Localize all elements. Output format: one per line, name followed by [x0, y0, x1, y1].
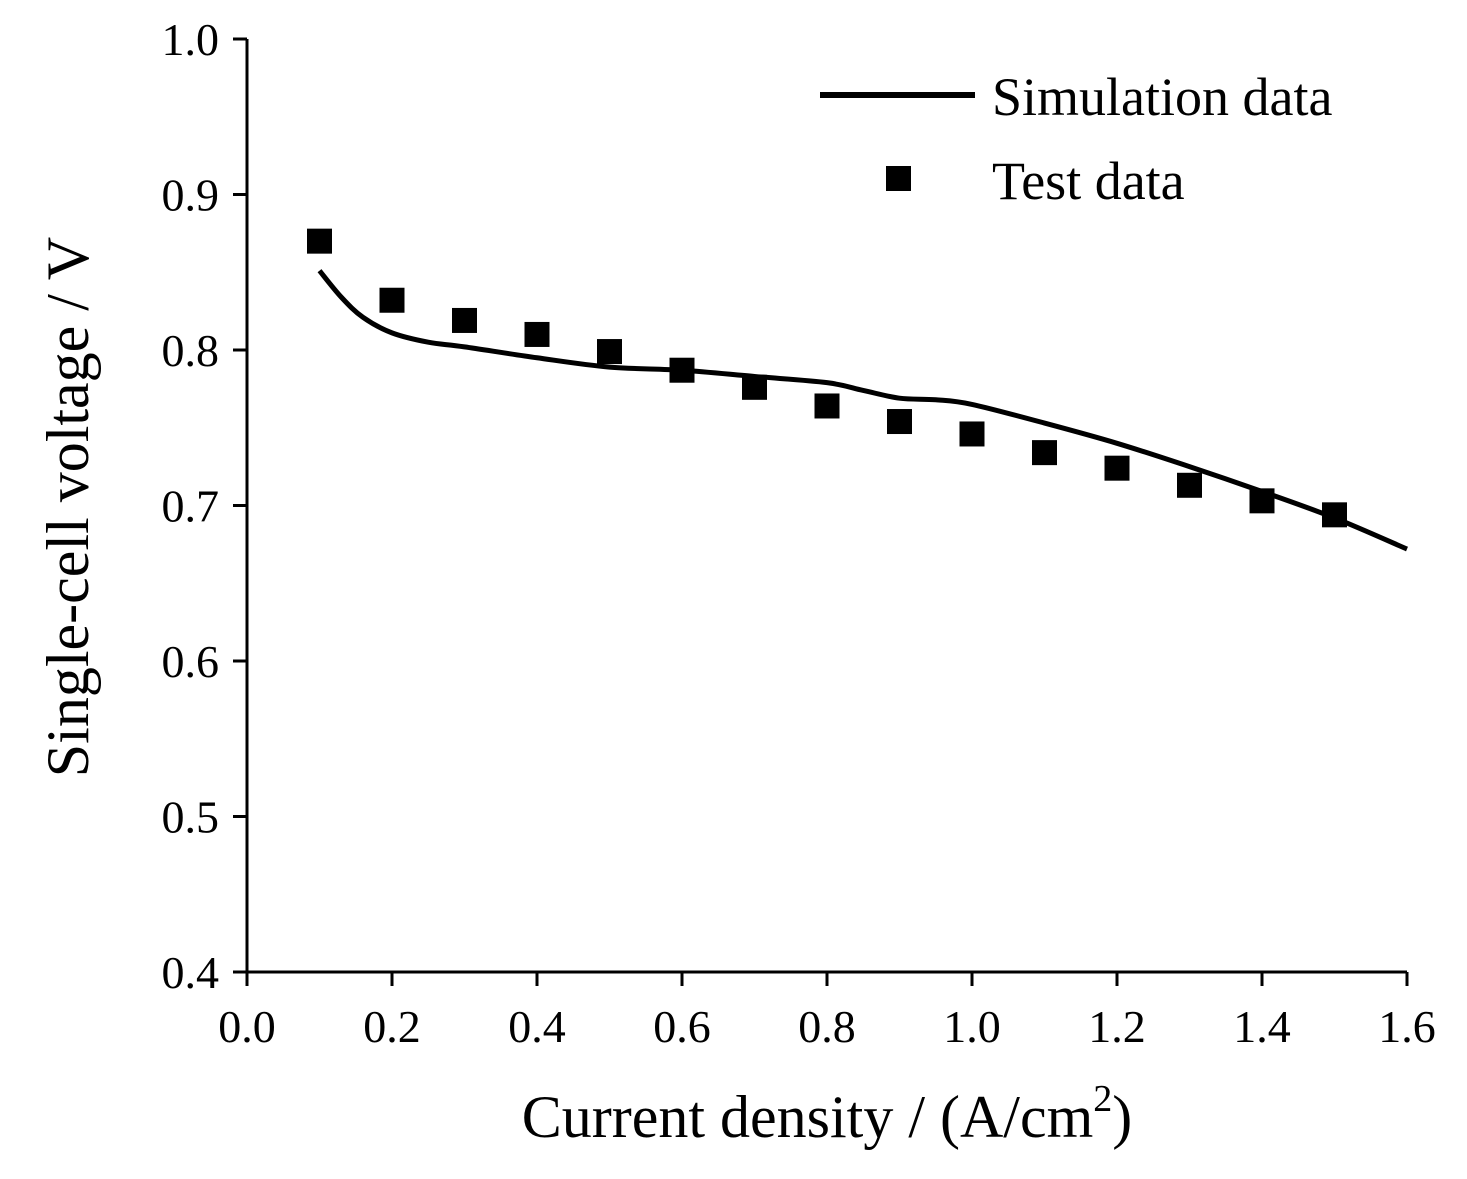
test-data-point: [887, 409, 912, 435]
simulation-data-line: [317, 269, 1408, 552]
axes: [245, 39, 1407, 974]
x-tick-label: 0.0: [218, 1001, 276, 1052]
test-data-point: [814, 393, 840, 419]
test-data-point: [1322, 502, 1347, 528]
test-data-point: [379, 287, 405, 313]
y-tick-label: 0.6: [162, 636, 220, 687]
test-data-point: [452, 307, 477, 333]
x-tick-label: 0.6: [653, 1001, 711, 1052]
x-tick-label: 1.4: [1233, 1001, 1291, 1052]
y-tick-label: 0.4: [162, 947, 220, 998]
legend: Simulation data Test data: [820, 67, 1332, 211]
y-axis-title: Single-cell voltage / V: [35, 237, 101, 777]
y-tick-label: 1.0: [162, 14, 220, 65]
test-data-point: [1032, 440, 1057, 466]
test-data-point: [1177, 472, 1202, 498]
y-axis-ticks: 0.4 0.5 0.6 0.7 0.8 0.9 1.0: [162, 14, 247, 998]
y-tick-label: 0.9: [162, 170, 220, 221]
x-tick-label: 1.6: [1378, 1001, 1436, 1052]
x-tick-label: 0.8: [798, 1001, 856, 1052]
x-axis-title: Current density / (A/cm2): [522, 1078, 1133, 1150]
x-tick-label: 1.0: [943, 1001, 1001, 1052]
test-data-point: [669, 357, 695, 383]
x-axis-ticks: 0.0 0.2 0.4 0.6 0.8 1.0 1.2 1.4 1.6: [218, 972, 1436, 1052]
legend-square-swatch: [886, 166, 911, 191]
plot-area: [307, 228, 1408, 552]
test-data-point: [1104, 455, 1130, 481]
legend-label-test: Test data: [992, 151, 1185, 211]
x-axis-title-suffix: ): [1112, 1084, 1132, 1150]
x-tick-label: 0.2: [363, 1001, 421, 1052]
test-data-point: [307, 228, 332, 254]
test-data-point: [597, 339, 622, 365]
x-tick-label: 1.2: [1088, 1001, 1146, 1052]
test-data-point: [742, 374, 767, 400]
x-tick-label: 0.4: [508, 1001, 566, 1052]
legend-label-simulation: Simulation data: [992, 67, 1332, 127]
y-tick-label: 0.5: [162, 792, 220, 843]
test-data-point: [524, 321, 550, 347]
test-data-point: [1249, 488, 1275, 514]
test-data-point: [959, 421, 985, 447]
y-tick-label: 0.8: [162, 325, 220, 376]
x-axis-title-main: Current density / (A/cm: [522, 1084, 1094, 1150]
x-axis-title-superscript: 2: [1093, 1078, 1112, 1120]
y-tick-label: 0.7: [162, 481, 220, 532]
